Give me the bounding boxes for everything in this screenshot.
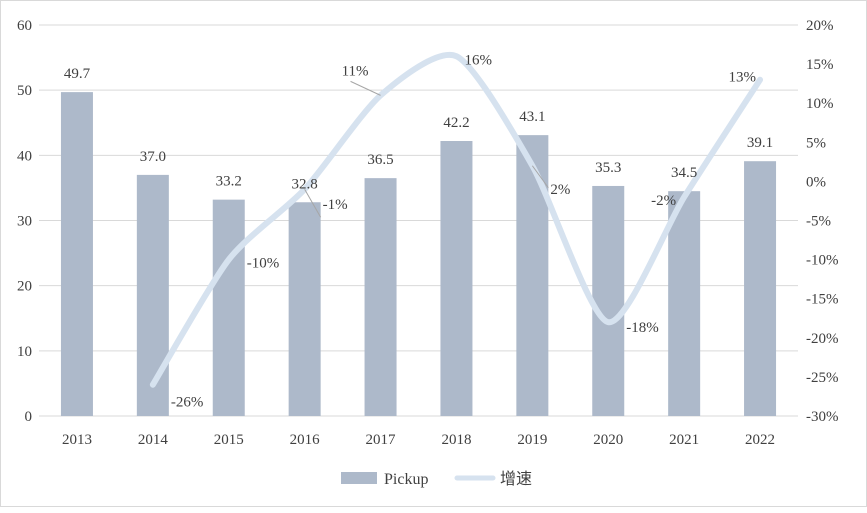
x-tick-label: 2016 [290, 432, 321, 448]
label-leader-line [350, 80, 381, 96]
bar [212, 199, 245, 416]
y-left-tick-label: 20 [17, 279, 32, 295]
y-left-tick-label: 0 [25, 409, 33, 425]
bar [136, 174, 169, 416]
bar-value-label: 37.0 [140, 149, 166, 165]
growth-value-label: 16% [464, 52, 492, 68]
bar [516, 135, 549, 417]
bar-value-label: 35.3 [595, 160, 621, 176]
legend-label-growth: 增速 [500, 470, 532, 488]
growth-value-label: 11% [342, 63, 369, 79]
label-leader-line [531, 165, 549, 189]
bar-value-label: 32.8 [292, 176, 318, 192]
x-tick-label: 2020 [593, 432, 623, 448]
growth-line [149, 51, 764, 388]
y-right-tick-label: -30% [806, 409, 839, 425]
x-tick-label: 2013 [62, 432, 92, 448]
bar-value-label: 43.1 [519, 109, 545, 125]
x-tick-label: 2019 [517, 432, 547, 448]
y-left-tick-label: 40 [17, 148, 32, 164]
growth-value-label: 2% [550, 182, 570, 198]
y-right-tick-label: -15% [806, 292, 839, 308]
growth-point [226, 257, 231, 262]
legend-swatch-pickup [341, 472, 377, 484]
growth-point [454, 54, 459, 59]
bar-value-label: 39.1 [747, 135, 773, 151]
bar [60, 92, 93, 416]
bar [744, 161, 777, 416]
label-leader-line [304, 188, 322, 218]
x-tick-label: 2017 [366, 432, 397, 448]
y-right-tick-label: 0% [806, 174, 826, 190]
bar [668, 191, 701, 416]
y-right-tick-label: 10% [806, 96, 834, 112]
growth-point [150, 382, 155, 387]
y-left-tick-label: 60 [17, 18, 32, 34]
growth-point [606, 320, 611, 325]
growth-value-label: -10% [247, 256, 280, 272]
y-right-tick-label: -20% [806, 331, 839, 347]
bar [288, 202, 321, 416]
y-right-tick-label: -10% [806, 253, 839, 269]
y-right-tick-label: -25% [806, 370, 839, 386]
bar-value-label: 49.7 [64, 66, 91, 82]
y-right-tick-label: 5% [806, 135, 826, 151]
bar-value-label: 42.2 [443, 115, 469, 131]
x-tick-label: 2022 [745, 432, 775, 448]
x-tick-label: 2018 [441, 432, 471, 448]
x-tick-label: 2021 [669, 432, 699, 448]
growth-value-label: 13% [729, 70, 757, 86]
x-tick-label: 2014 [138, 432, 169, 448]
y-right-tick-label: -5% [806, 214, 831, 230]
bar-value-label: 33.2 [216, 174, 242, 190]
growth-point [682, 195, 687, 200]
y-left-tick-label: 10 [17, 344, 32, 360]
growth-value-label: -2% [651, 193, 676, 209]
y-right-tick-label: 15% [806, 57, 834, 73]
y-left-tick-label: 30 [17, 214, 32, 230]
growth-value-label: -18% [626, 320, 659, 336]
legend: Pickup 增速 [341, 470, 532, 488]
bar-value-label: 34.5 [671, 165, 697, 181]
y-left-tick-label: 50 [17, 83, 32, 99]
bar [440, 140, 473, 416]
growth-value-label: -1% [323, 197, 348, 213]
bar [592, 185, 625, 416]
x-tick-label: 2015 [214, 432, 244, 448]
legend-label-pickup: Pickup [384, 471, 428, 488]
y-right-tick-label: 20% [806, 18, 834, 34]
bar-value-label: 36.5 [367, 152, 393, 168]
growth-point [758, 77, 763, 82]
bar [364, 178, 397, 416]
growth-value-label: -26% [171, 395, 204, 411]
